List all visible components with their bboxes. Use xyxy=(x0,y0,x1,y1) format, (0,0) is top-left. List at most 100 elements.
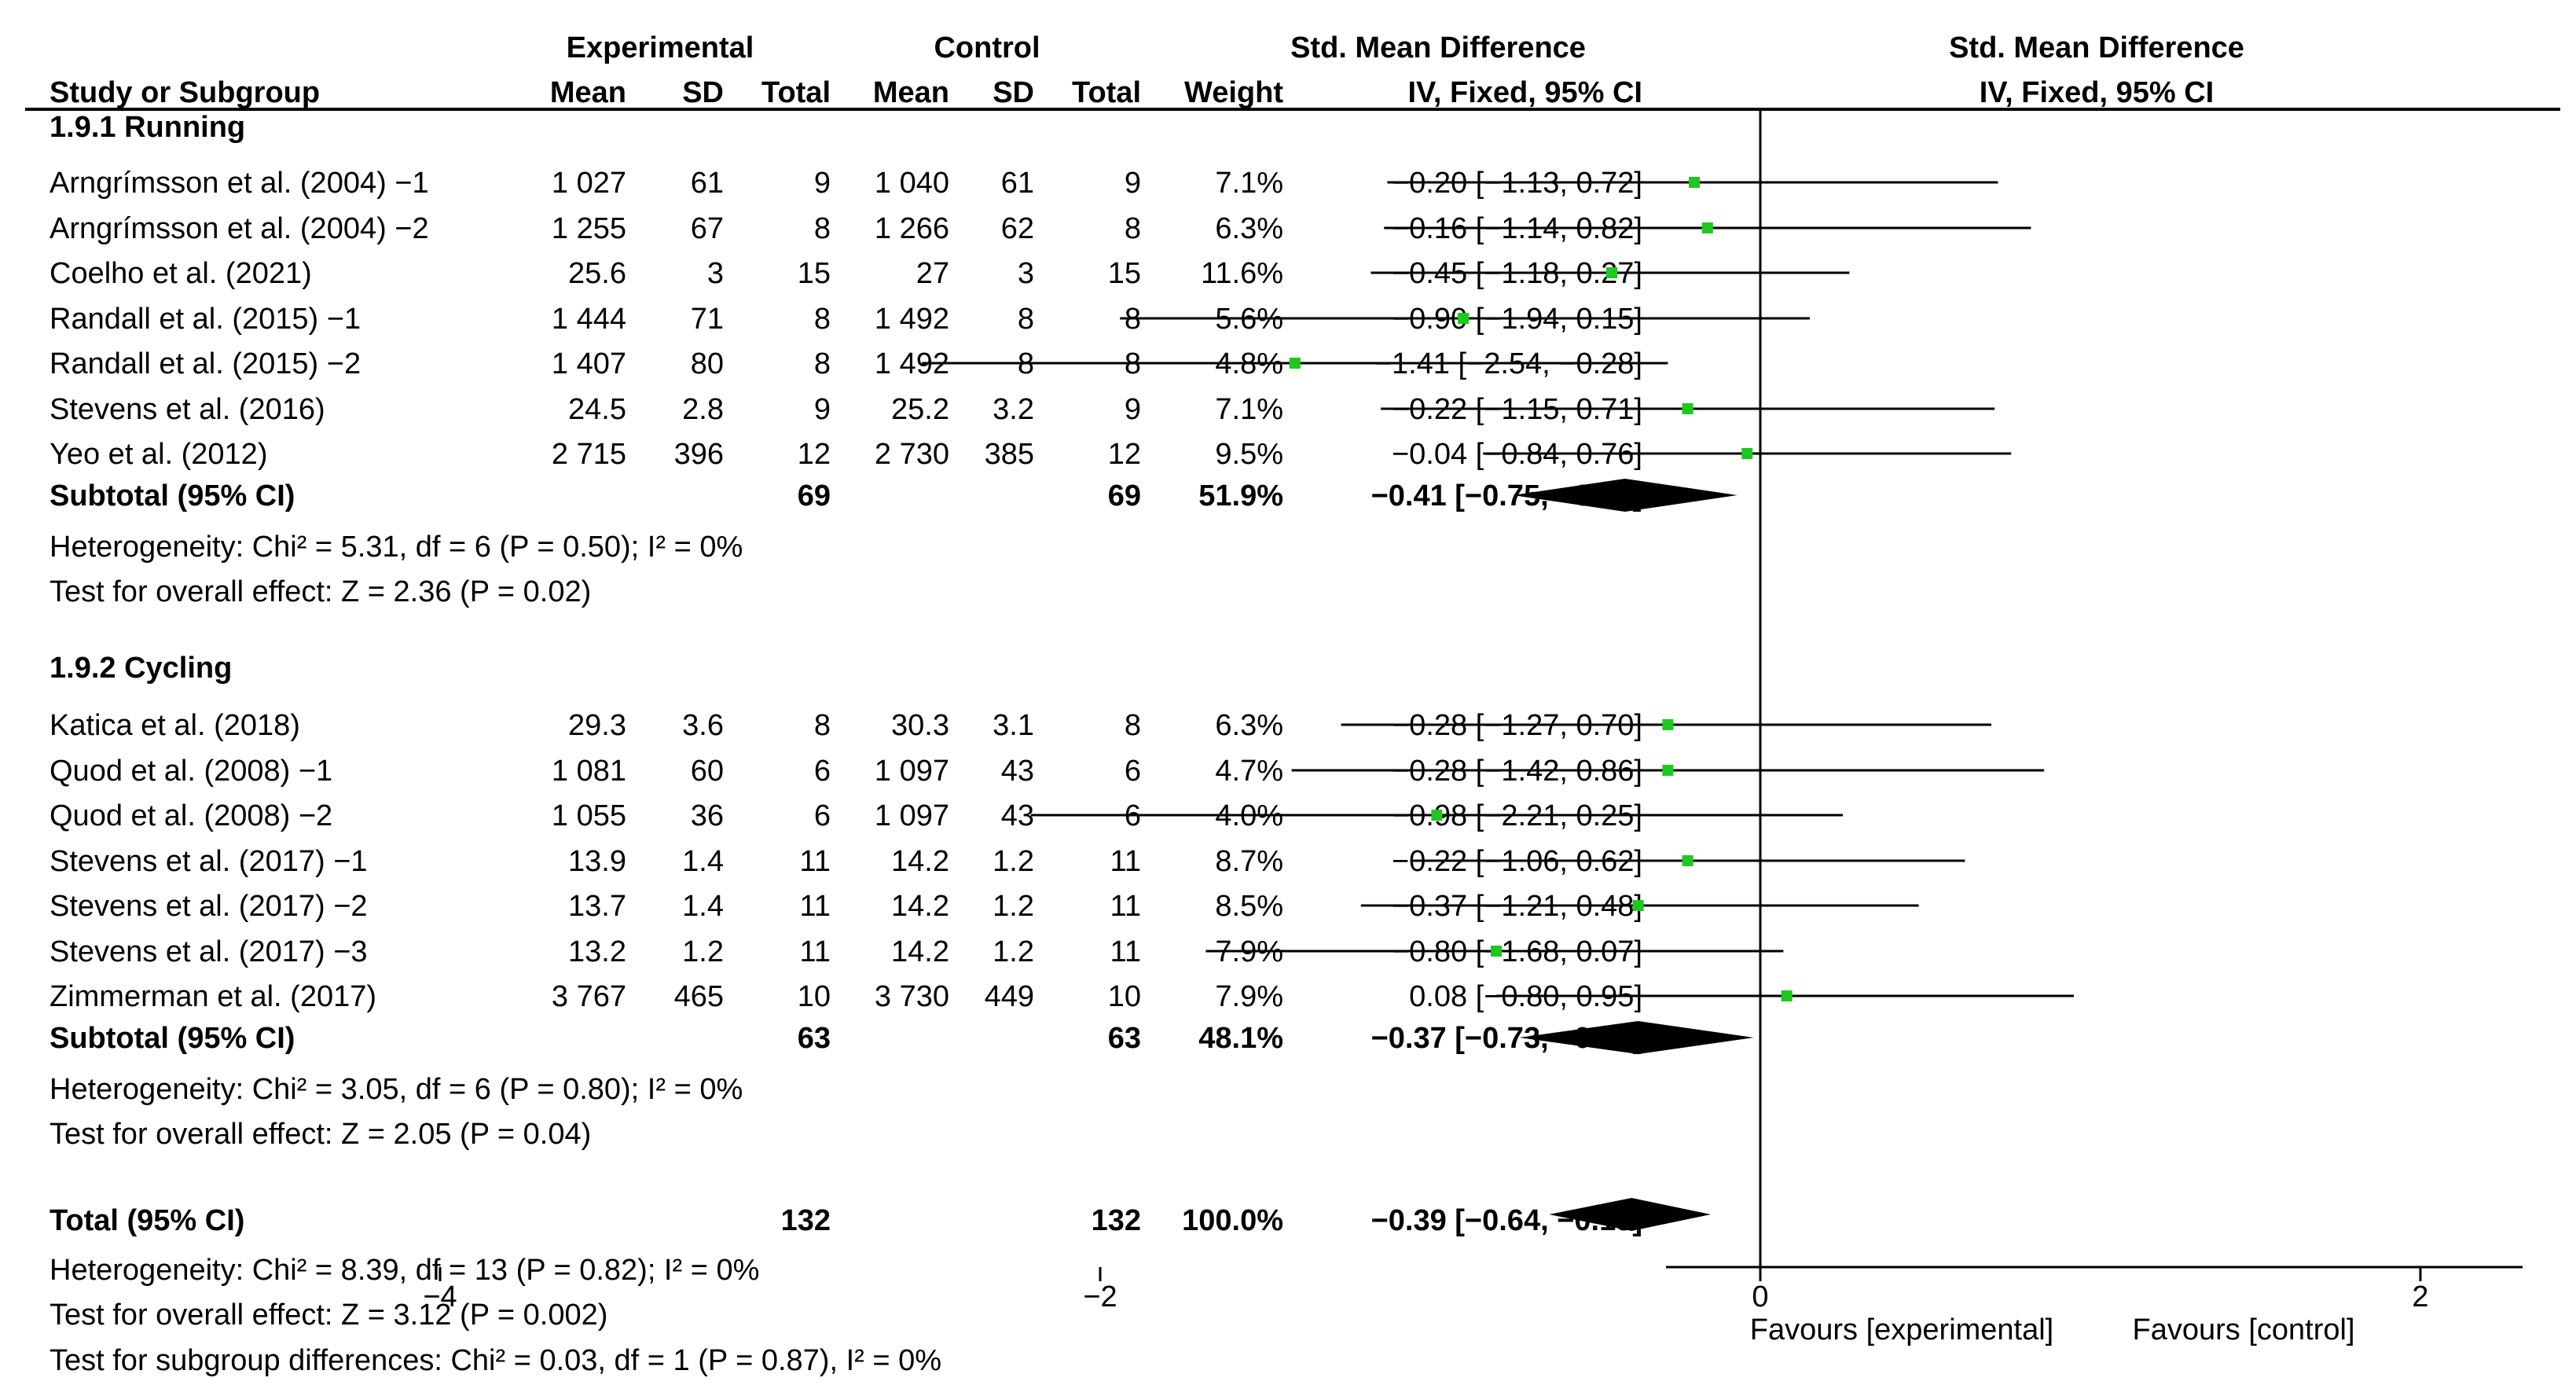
ctl-total: 9 xyxy=(1125,393,1141,426)
weight: 11.6% xyxy=(1201,257,1283,290)
header-smd-plot: Std. Mean Difference xyxy=(1949,31,2244,64)
subgroup-title: 1.9.1 Running xyxy=(50,111,245,144)
exp-mean: 13.7 xyxy=(568,890,626,923)
weight: 9.5% xyxy=(1215,438,1283,471)
ctl-sd: 1.2 xyxy=(993,935,1034,968)
x-tick-label: 0 xyxy=(1752,1280,1768,1313)
study-name: Coelho et al. (2021) xyxy=(50,257,312,290)
exp-total: 11 xyxy=(800,845,831,878)
total-diamond xyxy=(1549,1198,1711,1231)
study-0-5-point xyxy=(1682,403,1693,414)
exp-total: 10 xyxy=(798,980,831,1013)
study-name: Stevens et al. (2017) −3 xyxy=(50,935,368,968)
exp-sd: 2.8 xyxy=(682,393,724,426)
total-weight: 100.0% xyxy=(1182,1204,1283,1237)
ctl-mean: 1 492 xyxy=(875,303,949,336)
exp-total: 12 xyxy=(798,438,831,471)
total-heterogeneity: Heterogeneity: Chi² = 8.39, df = 13 (P =… xyxy=(50,1254,759,1287)
ctl-total: 11 xyxy=(1110,845,1141,878)
exp-mean: 1 444 xyxy=(552,303,626,336)
study-1-1-point xyxy=(1662,765,1674,776)
study-name: Randall et al. (2015) −2 xyxy=(50,347,361,380)
exp-total: 9 xyxy=(814,393,831,426)
weight: 8.5% xyxy=(1215,890,1283,923)
study-1-5-point xyxy=(1491,946,1502,957)
col-study: Study or Subgroup xyxy=(50,76,320,109)
ctl-total: 11 xyxy=(1110,935,1141,968)
ctl-sd: 43 xyxy=(1001,755,1034,788)
ctl-total: 6 xyxy=(1125,755,1141,788)
exp-total: 11 xyxy=(800,890,831,923)
exp-sd: 396 xyxy=(674,438,724,471)
subtotal-weight: 48.1% xyxy=(1198,1022,1283,1055)
ctl-mean: 3 730 xyxy=(875,980,949,1013)
ctl-total: 10 xyxy=(1108,980,1141,1013)
col-ctl-mean: Mean xyxy=(873,76,949,109)
subtotal-weight: 51.9% xyxy=(1198,479,1283,512)
exp-sd: 3 xyxy=(707,257,724,290)
ctl-mean: 25.2 xyxy=(891,393,949,426)
subgroup-title: 1.9.2 Cycling xyxy=(50,652,232,685)
exp-total: 9 xyxy=(814,167,831,200)
study-1-4-point xyxy=(1632,900,1644,911)
exp-sd: 71 xyxy=(691,303,724,336)
weight: 6.3% xyxy=(1215,212,1283,245)
ctl-total: 8 xyxy=(1125,212,1141,245)
ctl-mean: 1 097 xyxy=(875,799,949,832)
weight: 7.1% xyxy=(1215,167,1283,200)
ctl-sd: 3 xyxy=(1018,257,1034,290)
favours-right: Favours [control] xyxy=(2133,1313,2355,1346)
exp-mean: 1 055 xyxy=(552,799,626,832)
subtotal-0-diamond xyxy=(1513,479,1738,512)
header-experimental: Experimental xyxy=(567,31,754,64)
col-method-table: IV, Fixed, 95% CI xyxy=(1407,76,1642,109)
total-overall-effect: Test for overall effect: Z = 3.12 (P = 0… xyxy=(50,1299,607,1332)
ctl-sd: 62 xyxy=(1001,212,1034,245)
ctl-mean: 27 xyxy=(916,257,949,290)
exp-sd: 1.4 xyxy=(682,890,724,923)
exp-sd: 61 xyxy=(691,167,724,200)
study-1-3-point xyxy=(1682,855,1693,866)
exp-total: 8 xyxy=(814,303,831,336)
exp-mean: 2 715 xyxy=(552,438,626,471)
total-ctl-total: 132 xyxy=(1092,1204,1141,1237)
study-name: Quod et al. (2008) −2 xyxy=(50,799,332,832)
exp-mean: 29.3 xyxy=(568,709,626,742)
col-exp-mean: Mean xyxy=(550,76,626,109)
exp-sd: 1.2 xyxy=(682,935,724,968)
ctl-sd: 8 xyxy=(1018,303,1034,336)
study-0-1-point xyxy=(1701,222,1713,233)
exp-mean: 1 081 xyxy=(552,755,626,788)
subtotal-exp-total: 63 xyxy=(798,1022,831,1055)
study-name: Randall et al. (2015) −1 xyxy=(50,303,361,336)
weight: 7.9% xyxy=(1215,980,1283,1013)
study-0-3-point xyxy=(1458,313,1469,324)
exp-mean: 13.9 xyxy=(568,845,626,878)
study-name: Zimmerman et al. (2017) xyxy=(50,980,376,1013)
total-exp-total: 132 xyxy=(781,1204,831,1237)
study-0-4-point xyxy=(1289,358,1301,369)
ctl-mean: 30.3 xyxy=(891,709,949,742)
exp-sd: 3.6 xyxy=(682,709,724,742)
col-exp-sd: SD xyxy=(682,76,724,109)
exp-mean: 1 407 xyxy=(552,347,626,380)
col-exp-total: Total xyxy=(761,76,831,109)
header-smd-table: Std. Mean Difference xyxy=(1290,31,1586,64)
exp-mean: 25.6 xyxy=(568,257,626,290)
study-name: Katica et al. (2018) xyxy=(50,709,300,742)
ctl-total: 12 xyxy=(1108,438,1141,471)
ctl-mean: 14.2 xyxy=(891,890,949,923)
study-name: Stevens et al. (2016) xyxy=(50,393,325,426)
ctl-sd: 449 xyxy=(985,980,1034,1013)
subtotal-exp-total: 69 xyxy=(798,479,831,512)
ctl-sd: 1.2 xyxy=(993,845,1034,878)
exp-total: 11 xyxy=(800,935,831,968)
exp-mean: 24.5 xyxy=(568,393,626,426)
exp-mean: 1 255 xyxy=(552,212,626,245)
col-ctl-sd: SD xyxy=(993,76,1034,109)
exp-total: 15 xyxy=(798,257,831,290)
weight: 7.1% xyxy=(1215,393,1283,426)
heterogeneity-text: Heterogeneity: Chi² = 5.31, df = 6 (P = … xyxy=(50,531,743,564)
exp-total: 8 xyxy=(814,709,831,742)
subtotal-1-diamond xyxy=(1519,1021,1754,1054)
